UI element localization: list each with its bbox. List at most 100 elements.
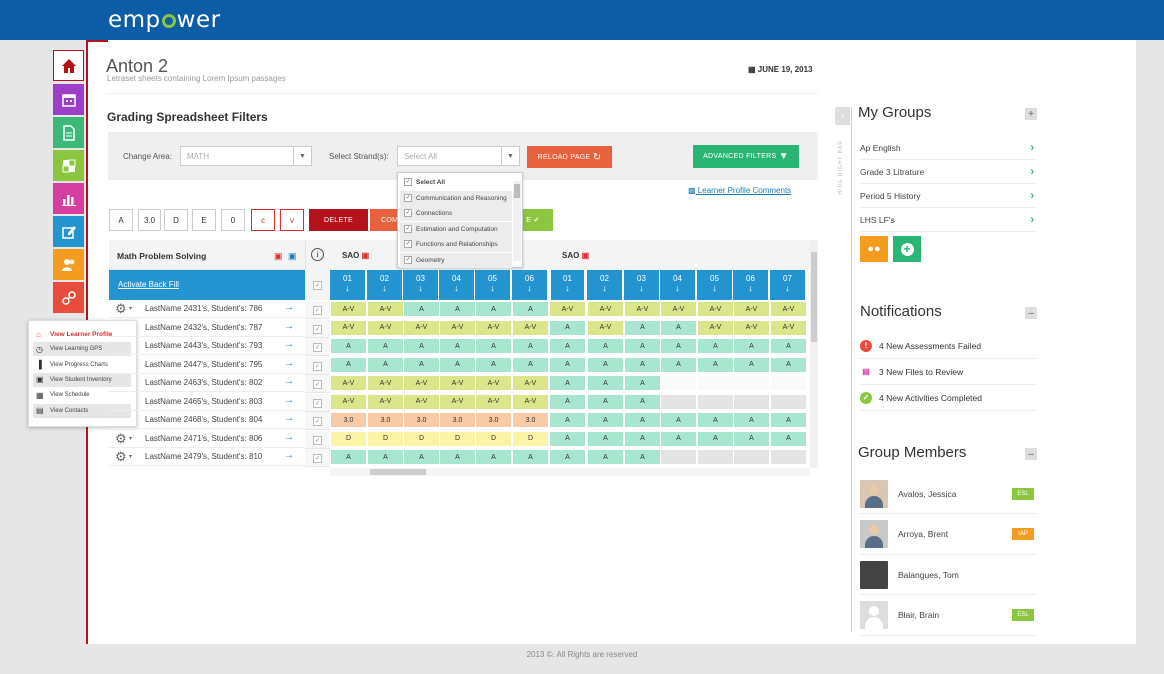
grade-cell[interactable]: A (587, 375, 624, 391)
sidebar-calendar[interactable] (53, 84, 84, 115)
delete-button[interactable]: DELETE (309, 209, 368, 231)
notification-item[interactable]: ▤ 3 New Files to Review (860, 359, 1036, 385)
grade-cell[interactable]: A (512, 356, 549, 373)
grade-cell[interactable]: A (403, 449, 440, 465)
grade-cell[interactable]: A-V (367, 301, 404, 317)
grade-cell[interactable]: A (733, 412, 770, 428)
option-checkbox[interactable]: ✓ (404, 256, 412, 264)
table-row[interactable]: LastName 2447's, Student's: 795 → (109, 356, 305, 374)
sidebar-links[interactable] (53, 282, 84, 313)
grade-cell[interactable]: A-V (733, 319, 770, 336)
grade-cell[interactable]: D (367, 430, 404, 447)
chevron-right-icon[interactable]: › (1030, 141, 1034, 154)
option-checkbox[interactable]: ✓ (404, 240, 412, 249)
grade-cell[interactable]: A (624, 393, 661, 410)
group-item[interactable]: Grade 3 Litrature › (860, 160, 1036, 184)
group-item[interactable]: LHS LF's › (860, 208, 1036, 232)
sidebar-puzzle[interactable] (53, 150, 84, 181)
grade-cell[interactable] (770, 449, 807, 465)
sidebar-people[interactable] (53, 249, 84, 280)
row-checkbox[interactable]: ✓ (313, 324, 322, 334)
chevron-right-icon[interactable]: › (1030, 213, 1034, 226)
grade-cell[interactable]: A-V (587, 319, 624, 336)
group-users-button[interactable]: ●● (860, 236, 888, 262)
grade-cell[interactable]: A (549, 375, 586, 391)
grade-cell[interactable]: A (660, 338, 697, 354)
grade-cell[interactable]: A (439, 449, 476, 465)
group-item[interactable]: Period 5 History › (860, 184, 1036, 208)
arrow-right-icon[interactable]: → (284, 431, 294, 443)
collapse-members-icon[interactable]: – (1025, 448, 1037, 460)
grade-button[interactable]: v (280, 209, 304, 231)
student-name[interactable]: LastName 2432's, Student's: 787 (145, 322, 263, 332)
arrow-right-icon[interactable]: → (284, 357, 294, 369)
grade-button[interactable]: c (251, 209, 275, 231)
grade-cell[interactable]: A (330, 356, 367, 373)
table-row[interactable]: LastName 2463's, Student's: 802 → (109, 374, 305, 392)
student-name[interactable]: LastName 2465's, Student's: 803 (145, 396, 263, 406)
grade-cell[interactable]: A-V (512, 375, 549, 391)
grade-cell[interactable]: A (512, 338, 549, 354)
grade-cell[interactable]: A (549, 430, 586, 447)
row-checkbox[interactable]: ✓ (313, 380, 322, 389)
pdf-icon[interactable]: ▣ (361, 251, 370, 260)
grade-cell[interactable] (660, 449, 697, 465)
student-name[interactable]: LastName 2471's, Student's: 806 (145, 433, 263, 443)
column-header[interactable]: 02 ↓ (587, 270, 623, 300)
grade-cell[interactable]: A (587, 430, 624, 447)
grade-cell[interactable]: A (660, 319, 697, 336)
comment-button[interactable]: COM (370, 209, 398, 231)
grade-cell[interactable]: A (330, 449, 367, 465)
select-all-checkbox[interactable]: ✓ (313, 281, 322, 290)
grade-cell[interactable]: A-V (624, 301, 661, 317)
grade-cell[interactable]: A (624, 430, 661, 447)
column-header[interactable]: 07 ↓ (770, 270, 806, 300)
arrow-down-icon[interactable]: ↓ (490, 283, 495, 293)
grade-cell[interactable] (660, 393, 697, 410)
column-header[interactable]: 03 ↓ (403, 270, 439, 300)
table-row[interactable]: ⚙ ▾ LastName 2431's, Student's: 786 → (109, 300, 305, 318)
change-area-select[interactable]: MATH ▼ (180, 146, 312, 166)
learner-profile-comments-link[interactable]: ▩ Learner Profile Comments (688, 186, 792, 195)
chevron-right-icon[interactable]: › (1030, 189, 1034, 202)
grade-cell[interactable]: A (697, 338, 734, 354)
grade-cell[interactable]: A (549, 449, 586, 465)
grade-cell[interactable]: A-V (770, 319, 807, 336)
grade-cell[interactable]: A (475, 449, 512, 465)
grade-cell[interactable]: A (660, 412, 697, 428)
chevron-right-icon[interactable]: › (1030, 165, 1034, 178)
grade-button[interactable]: 3.0 (138, 209, 161, 231)
arrow-down-icon[interactable]: ↓ (602, 283, 607, 293)
strand-option[interactable]: ✓ Geometry (400, 253, 512, 268)
grade-cell[interactable]: A-V (512, 319, 549, 336)
grade-cell[interactable]: D (330, 430, 367, 447)
sidebar-documents[interactable] (53, 117, 84, 148)
grid-vertical-scrollbar[interactable] (810, 240, 818, 468)
table-row[interactable]: LastName 2465's, Student's: 803 → (109, 393, 305, 411)
column-header[interactable]: 03 ↓ (624, 270, 660, 300)
group-item[interactable]: Ap English › (860, 136, 1036, 160)
grade-cell[interactable]: A (403, 356, 440, 373)
option-checkbox[interactable]: ✓ (404, 224, 412, 233)
row-checkbox[interactable]: ✓ (313, 417, 322, 426)
grade-cell[interactable] (770, 375, 807, 391)
grade-cell[interactable]: A-V (439, 375, 476, 391)
context-menu-item[interactable]: ◷ View Learning GPS (33, 342, 131, 357)
chevron-down-icon[interactable]: ▼ (293, 147, 311, 165)
grade-cell[interactable]: A-V (512, 393, 549, 410)
grade-cell[interactable]: A-V (660, 301, 697, 317)
grade-cell[interactable]: A (403, 338, 440, 354)
strand-option[interactable]: ✓ Estimation and Computation (400, 221, 512, 237)
column-header[interactable]: 06 ↓ (733, 270, 769, 300)
grade-button[interactable]: E (192, 209, 216, 231)
chevron-down-icon[interactable]: ▾ (129, 306, 133, 312)
chevron-down-icon[interactable]: ▾ (129, 435, 133, 442)
collapse-notifications-icon[interactable]: – (1025, 307, 1037, 319)
student-name[interactable]: LastName 2447's, Student's: 795 (145, 359, 263, 369)
grade-cell[interactable]: A-V (770, 301, 807, 317)
grade-cell[interactable]: A-V (475, 375, 512, 391)
grade-cell[interactable]: A (549, 338, 586, 354)
grade-cell[interactable]: D (439, 430, 476, 447)
grade-cell[interactable]: A-V (367, 375, 404, 391)
table-row[interactable]: LastName 2468's, Student's: 804 → (109, 411, 305, 429)
